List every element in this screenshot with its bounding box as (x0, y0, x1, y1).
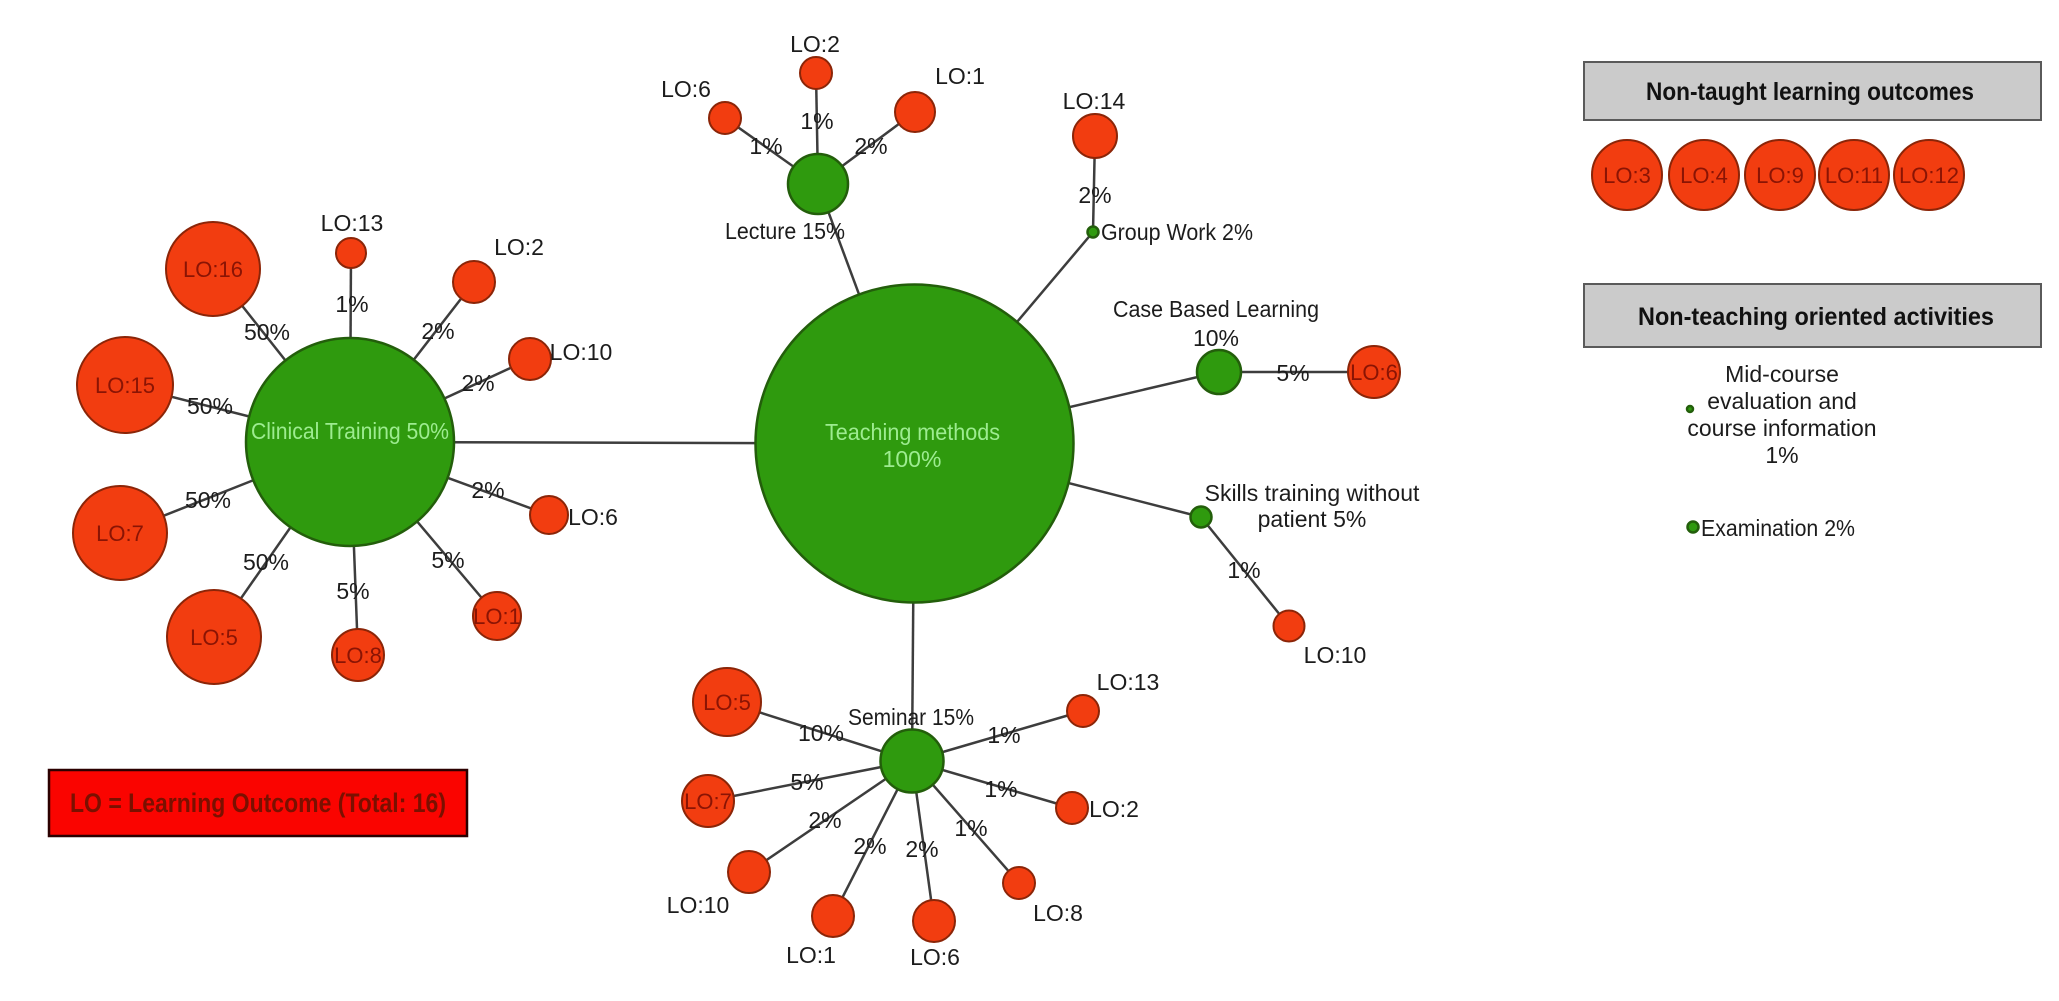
svg-text:LO:6: LO:6 (661, 76, 711, 102)
svg-text:LO:1: LO:1 (473, 604, 521, 629)
svg-text:Non-teaching oriented activiti: Non-teaching oriented activities (1638, 303, 1994, 331)
svg-text:2%: 2% (471, 477, 504, 503)
svg-text:Mid-course: Mid-course (1725, 361, 1839, 387)
svg-text:LO:10: LO:10 (550, 339, 613, 365)
svg-text:LO:12: LO:12 (1899, 163, 1959, 188)
svg-text:LO:6: LO:6 (568, 504, 618, 530)
svg-text:50%: 50% (185, 487, 231, 513)
svg-text:LO:13: LO:13 (321, 210, 384, 236)
svg-text:2%: 2% (461, 370, 494, 396)
svg-text:LO:10: LO:10 (1304, 642, 1367, 668)
svg-text:2%: 2% (854, 133, 887, 159)
svg-text:LO:16: LO:16 (183, 257, 243, 282)
svg-text:LO:8: LO:8 (334, 643, 382, 668)
svg-text:1%: 1% (984, 776, 1017, 802)
svg-text:patient 5%: patient 5% (1258, 506, 1367, 532)
svg-text:1%: 1% (1227, 557, 1260, 583)
svg-text:course information: course information (1687, 415, 1876, 441)
svg-text:5%: 5% (336, 578, 369, 604)
svg-text:100%: 100% (883, 446, 942, 472)
svg-text:LO:6: LO:6 (910, 944, 960, 970)
svg-text:LO:5: LO:5 (703, 690, 751, 715)
svg-text:1%: 1% (954, 815, 987, 841)
svg-text:LO:6: LO:6 (1350, 360, 1398, 385)
svg-text:1%: 1% (335, 291, 368, 317)
svg-text:10%: 10% (1193, 325, 1239, 351)
svg-text:LO:9: LO:9 (1756, 163, 1804, 188)
svg-text:LO = Learning Outcome (Total:: LO = Learning Outcome (Total: 16) (70, 788, 446, 818)
svg-text:Group Work 2%: Group Work 2% (1101, 219, 1253, 245)
svg-text:2%: 2% (421, 318, 454, 344)
svg-text:1%: 1% (1765, 442, 1798, 468)
svg-text:50%: 50% (244, 319, 290, 345)
svg-text:LO:2: LO:2 (1089, 796, 1139, 822)
svg-text:Case Based Learning: Case Based Learning (1113, 296, 1319, 322)
svg-text:LO:8: LO:8 (1033, 900, 1083, 926)
svg-text:LO:1: LO:1 (935, 63, 985, 89)
svg-text:50%: 50% (243, 549, 289, 575)
svg-text:LO:1: LO:1 (786, 942, 836, 968)
svg-text:LO:4: LO:4 (1680, 163, 1728, 188)
svg-text:10%: 10% (798, 720, 844, 746)
svg-text:LO:7: LO:7 (684, 789, 732, 814)
svg-text:5%: 5% (431, 547, 464, 573)
svg-text:1%: 1% (749, 133, 782, 159)
svg-text:Non-taught learning outcomes: Non-taught learning outcomes (1646, 78, 1974, 106)
svg-text:LO:7: LO:7 (96, 521, 144, 546)
svg-text:1%: 1% (800, 108, 833, 134)
svg-text:Lecture 15%: Lecture 15% (725, 218, 845, 244)
svg-text:Clinical Training 50%: Clinical Training 50% (251, 418, 449, 444)
svg-text:Seminar 15%: Seminar 15% (848, 704, 974, 730)
svg-text:LO:10: LO:10 (667, 892, 730, 918)
svg-text:5%: 5% (790, 769, 823, 795)
svg-text:evaluation and: evaluation and (1707, 388, 1857, 414)
svg-text:LO:3: LO:3 (1603, 163, 1651, 188)
svg-text:5%: 5% (1276, 360, 1309, 386)
svg-text:2%: 2% (808, 807, 841, 833)
svg-text:1%: 1% (987, 722, 1020, 748)
svg-text:Skills training without: Skills training without (1205, 480, 1420, 506)
svg-text:2%: 2% (853, 833, 886, 859)
svg-text:LO:2: LO:2 (494, 234, 544, 260)
svg-text:LO:5: LO:5 (190, 625, 238, 650)
svg-text:50%: 50% (187, 393, 233, 419)
svg-text:LO:13: LO:13 (1097, 669, 1160, 695)
svg-text:2%: 2% (905, 836, 938, 862)
svg-text:LO:14: LO:14 (1063, 88, 1126, 114)
svg-text:LO:11: LO:11 (1825, 163, 1883, 188)
svg-text:2%: 2% (1078, 182, 1111, 208)
svg-text:LO:15: LO:15 (95, 373, 155, 398)
svg-text:Teaching methods: Teaching methods (825, 419, 1000, 445)
svg-text:LO:2: LO:2 (790, 31, 840, 57)
svg-text:Examination 2%: Examination 2% (1701, 515, 1855, 541)
